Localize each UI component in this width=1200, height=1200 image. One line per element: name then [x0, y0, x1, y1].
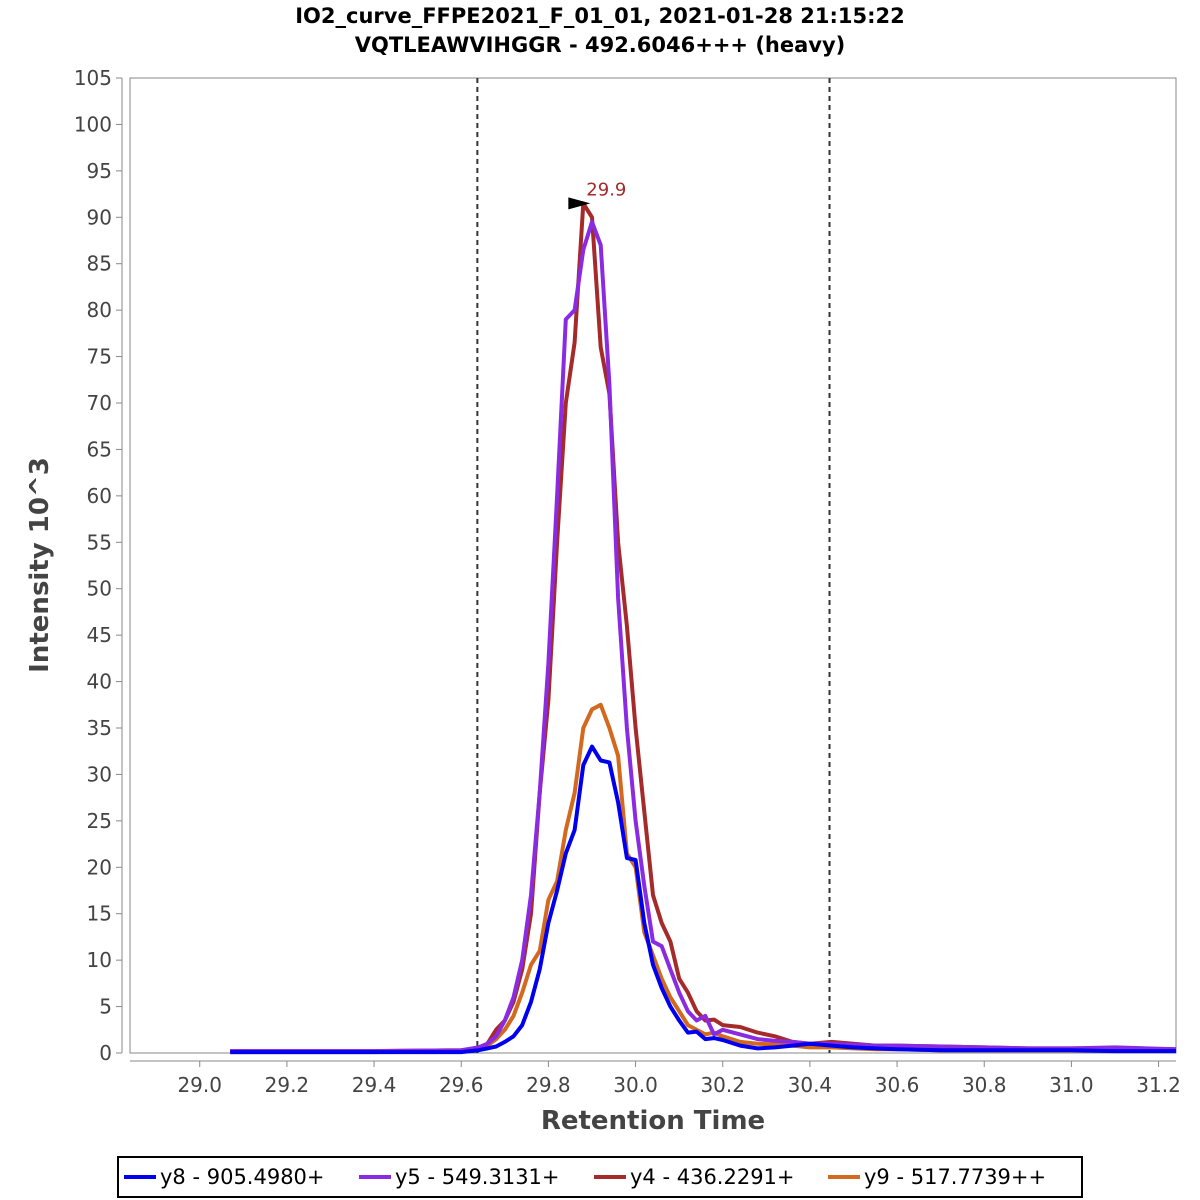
- y-tick-label: 50: [87, 577, 112, 601]
- legend-entry: y4 - 436.2291+: [630, 1165, 795, 1189]
- y-tick-label: 80: [87, 298, 112, 322]
- y-tick-label: 40: [87, 670, 112, 694]
- y-tick-label: 60: [87, 484, 112, 508]
- chart-subtitle: VQTLEAWVIHGGR - 492.6046+++ (heavy): [355, 33, 846, 57]
- y-axis: 0 5 10 15 20 25 30 35 40 45 50 55 60 65 70 75 80 85 90 95 10…: [74, 66, 123, 1065]
- series-line-y8: [230, 744, 1176, 1055]
- y-tick-label: 70: [87, 391, 112, 415]
- y-tick-label: 35: [87, 716, 112, 740]
- y-tick-label: 55: [87, 530, 112, 554]
- legend-entry: y5 - 549.3131+: [395, 1165, 560, 1189]
- x-tick-label: 31.0: [1049, 1073, 1094, 1097]
- x-tick-label: 30.4: [788, 1073, 833, 1097]
- y-tick-label: 90: [87, 205, 112, 229]
- x-tick-label: 29.4: [352, 1073, 397, 1097]
- y-axis-label: Intensity 10^3: [25, 457, 55, 673]
- x-tick-label: 31.2: [1136, 1073, 1181, 1097]
- x-tick-label: 30.8: [962, 1073, 1007, 1097]
- plot-frame: [129, 77, 1177, 1054]
- peak-arrow: [568, 197, 591, 210]
- x-tick-label: 30.0: [613, 1073, 658, 1097]
- x-tick-label: 30.2: [700, 1073, 745, 1097]
- y-tick-label: 0: [99, 1041, 112, 1065]
- y-tick-label: 105: [74, 66, 112, 90]
- y-tick-label: 65: [87, 437, 112, 461]
- x-tick-label: 30.6: [875, 1073, 920, 1097]
- y-tick-label: 20: [87, 855, 112, 879]
- y-tick-label: 100: [74, 112, 112, 136]
- chart-title: IO2_curve_FFPE2021_F_01_01, 2021-01-28 2…: [295, 4, 905, 28]
- series-line-y5: [230, 219, 1177, 1054]
- plot-area: [129, 77, 1177, 1054]
- y-tick-label: 10: [87, 948, 112, 972]
- x-tick-label: 29.2: [265, 1073, 310, 1097]
- series-lines: [230, 201, 1177, 1055]
- y-tick-label: 15: [87, 902, 112, 926]
- y-tick-label: 95: [87, 159, 112, 183]
- peak-label: 29.9: [586, 179, 626, 200]
- x-axis-label: Retention Time: [541, 1106, 765, 1136]
- y-tick-label: 45: [87, 623, 112, 647]
- x-tick-label: 29.6: [439, 1073, 484, 1097]
- y-tick-label: 85: [87, 252, 112, 276]
- peak-boundaries: [476, 78, 831, 1053]
- legend-entry: y8 - 905.4980+: [160, 1165, 325, 1189]
- y-tick-label: 25: [87, 809, 112, 833]
- legend-entry: y9 - 517.7739++: [864, 1165, 1046, 1189]
- x-tick-label: 29.0: [177, 1073, 222, 1097]
- peak-annotation: 29.9: [568, 179, 626, 210]
- x-tick-label: 29.8: [526, 1073, 571, 1097]
- y-tick-label: 30: [87, 762, 112, 786]
- y-tick-label: 75: [87, 345, 112, 369]
- x-axis: 29.0 29.2 29.4 29.6 29.8 30.0 30.2 30.4 30.6 30.8…: [130, 1060, 1181, 1097]
- y-tick-label: 5: [99, 995, 112, 1019]
- legend: y8 - 905.4980+ y5 - 549.3131+ y4 - 436.229…: [117, 1156, 1083, 1198]
